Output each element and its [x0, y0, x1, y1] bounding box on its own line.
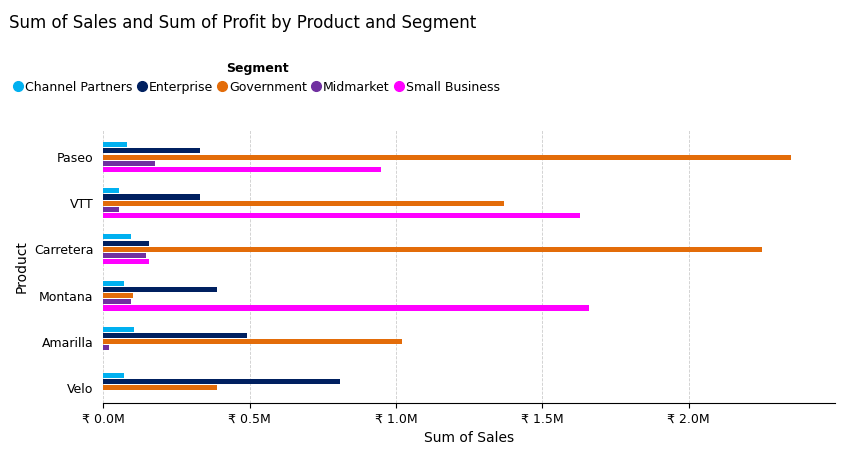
Bar — [103, 327, 134, 332]
Bar — [103, 339, 402, 344]
Text: Sum of Sales and Sum of Profit by Product and Segment: Sum of Sales and Sum of Profit by Produc… — [9, 14, 476, 32]
Bar — [103, 259, 149, 264]
Bar — [103, 188, 120, 193]
Legend: Channel Partners, Enterprise, Government, Midmarket, Small Business: Channel Partners, Enterprise, Government… — [15, 62, 500, 94]
Bar — [103, 379, 340, 384]
Y-axis label: Product: Product — [15, 240, 28, 293]
Bar — [103, 293, 133, 298]
Bar — [103, 148, 200, 153]
Bar — [103, 142, 127, 147]
Bar — [103, 345, 108, 350]
Bar — [103, 155, 791, 160]
Bar — [103, 241, 149, 246]
Bar — [103, 306, 589, 311]
Bar — [103, 299, 131, 304]
Bar — [103, 167, 381, 172]
Bar — [103, 373, 124, 378]
Bar — [103, 194, 200, 200]
Bar — [103, 253, 146, 258]
Bar — [103, 333, 247, 338]
Bar — [103, 161, 154, 166]
Bar — [103, 247, 762, 252]
Bar — [103, 234, 131, 239]
Bar — [103, 213, 580, 218]
Bar — [103, 281, 124, 286]
X-axis label: Sum of Sales: Sum of Sales — [424, 431, 514, 445]
Bar — [103, 385, 218, 390]
Bar — [103, 287, 218, 292]
Bar — [103, 207, 120, 212]
Bar — [103, 200, 505, 206]
